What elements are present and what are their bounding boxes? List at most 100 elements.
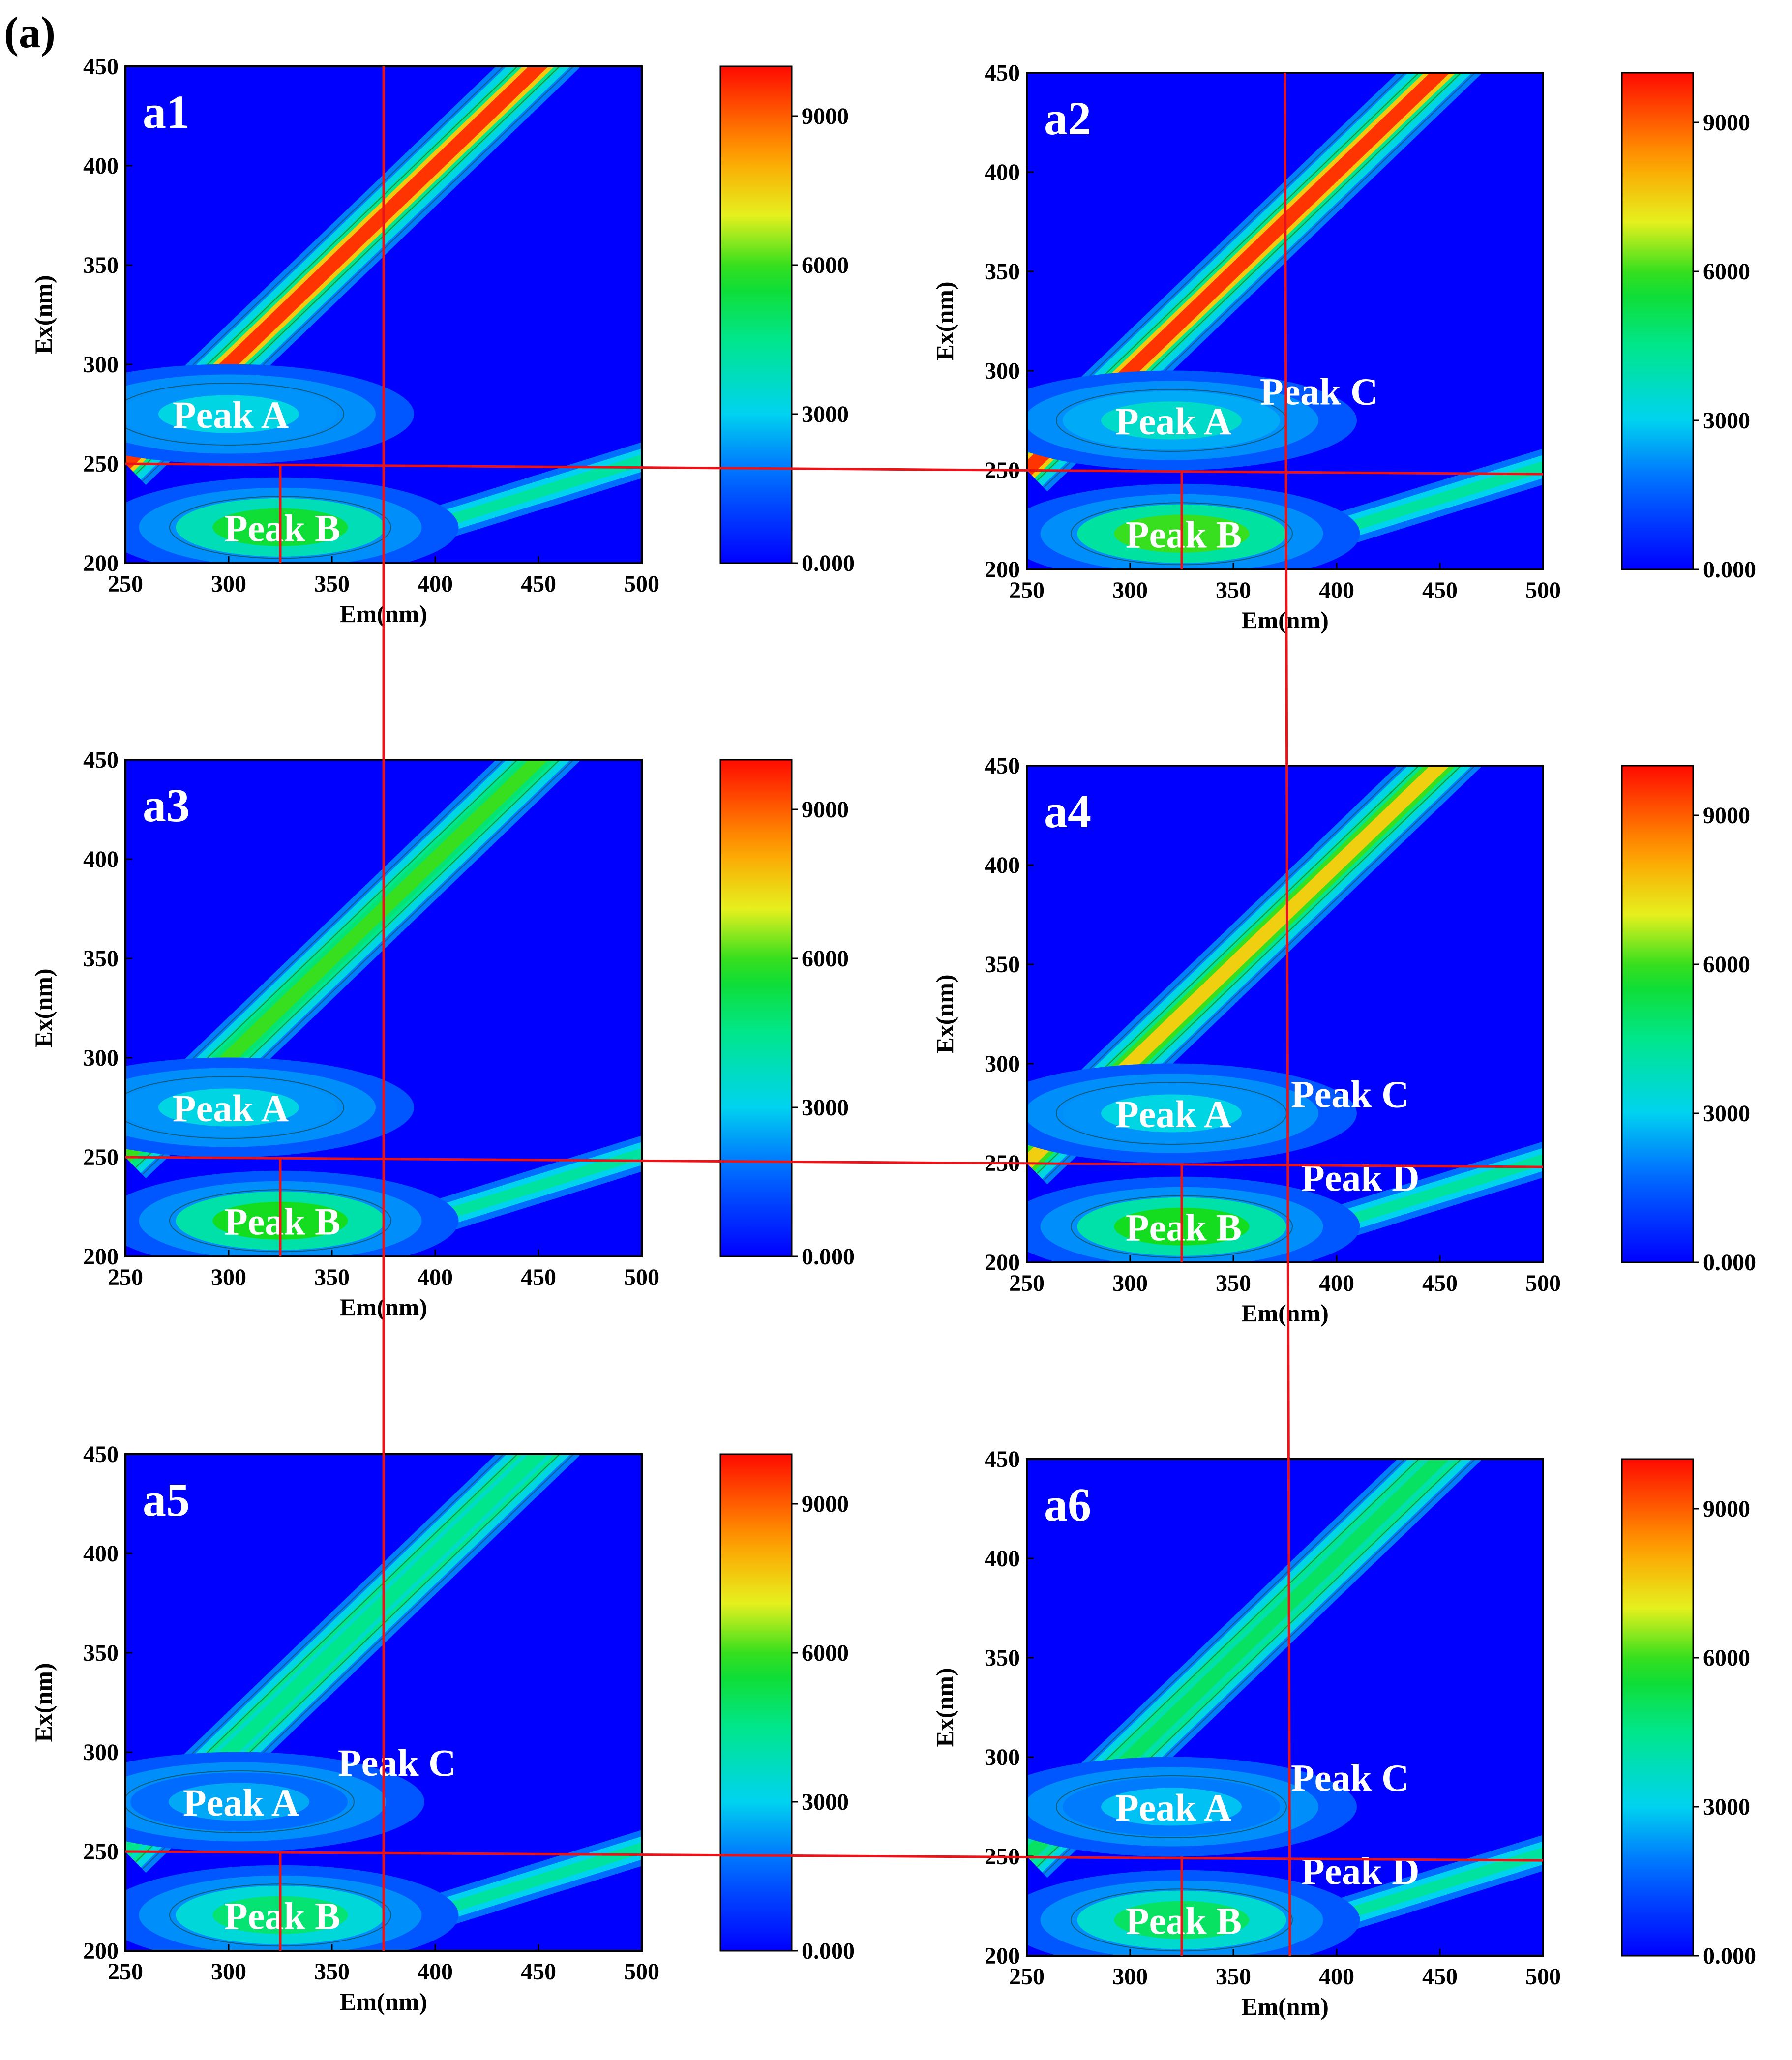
x-tick-label: 500 [624,1264,659,1290]
peak-contour [125,1076,344,1139]
x-tick-label: 300 [211,571,246,597]
colorbar-tick-label: 9000 [1703,1496,1750,1522]
y-tick-label: 400 [985,852,1020,878]
x-tick-label: 400 [418,1959,453,1985]
colorbar-tick-label: 6000 [802,946,849,972]
colorbar-tick-label: 3000 [1703,1794,1750,1820]
y-tick-label: 300 [83,352,119,378]
y-axis-label: Ex(nm) [30,1663,57,1742]
y-tick-label: 450 [83,747,119,773]
colorbar-tick-label: 0.000 [1703,1943,1756,1969]
peak-label: Peak C [1291,1073,1409,1116]
x-tick-label: 250 [108,1959,143,1985]
x-tick-label: 350 [314,1959,350,1985]
x-tick-label: 400 [418,1264,453,1290]
x-axis-label: Em(nm) [1241,606,1329,634]
x-tick-label: 300 [211,1959,246,1985]
x-tick-label: 300 [1112,1964,1148,1990]
peak-label: Peak C [338,1741,456,1784]
y-tick-label: 200 [985,1943,1020,1969]
colorbar-tick-label: 6000 [1703,1645,1750,1671]
panel-a6: Peak A Peak B Peak C Peak D a6 250 300 350 400 45… [931,1446,1756,2020]
peak-region [1101,401,1242,440]
colorbar [1621,1458,1694,1957]
y-tick-label: 200 [985,1250,1020,1276]
guide-line [125,1850,1544,1862]
x-tick-label: 450 [521,571,556,597]
x-tick-label: 350 [1216,1964,1251,1990]
panel-label: a3 [143,779,190,832]
peak-contour [125,383,344,446]
x-tick-label: 450 [521,1264,556,1290]
colorbar-tick-label: 3000 [802,401,849,427]
peak-label: Peak B [1126,1899,1242,1942]
y-tick-label: 200 [83,1938,119,1964]
y-tick-label: 350 [83,1640,119,1666]
x-tick-label: 500 [1525,577,1561,603]
x-tick-label: 250 [108,1264,143,1290]
panel-a2: Peak A Peak B Peak C a2 250 300 350 400 450 500 20… [931,60,1756,634]
x-axis-label: Em(nm) [1241,1993,1329,2020]
x-tick-label: 450 [1422,1270,1458,1296]
panel-label: a1 [143,86,190,138]
x-tick-label: 250 [1009,1270,1045,1296]
colorbar [1621,765,1694,1263]
x-tick-label: 300 [211,1264,246,1290]
plot-frame [1026,1458,1544,1957]
panel-label: a6 [1044,1478,1091,1531]
figure-label: (a) [4,8,56,57]
guide-line [1284,72,1291,1956]
peak-contour [1056,1775,1287,1838]
guide-lines [125,66,1544,1956]
peak-contour [125,1770,355,1833]
y-tick-label: 200 [83,1244,119,1270]
y-tick-label: 300 [83,1739,119,1765]
colorbar-tick-label: 6000 [802,1640,849,1666]
x-tick-label: 500 [1525,1964,1561,1990]
colorbar-tick-label: 6000 [1703,259,1750,285]
colorbar-tick-label: 3000 [1703,1101,1750,1127]
panel-label: a4 [1044,785,1091,837]
y-tick-label: 350 [985,1645,1020,1671]
y-axis-label: Ex(nm) [931,281,958,360]
y-tick-label: 300 [985,1051,1020,1077]
colorbar-tick-label: 9000 [802,103,849,129]
y-tick-label: 200 [985,557,1020,583]
colorbar-tick-label: 0.000 [802,1244,855,1270]
x-tick-label: 400 [418,571,453,597]
x-tick-label: 350 [314,1264,350,1290]
colorbar-tick-label: 0.000 [1703,1250,1756,1276]
x-tick-label: 250 [108,571,143,597]
x-tick-label: 350 [314,571,350,597]
colorbar-tick-label: 6000 [1703,952,1750,978]
panel-a5: Peak A Peak B Peak C a5 250 300 350 400 450 500 20… [30,1441,855,2015]
peak-label: Peak A [1115,1093,1231,1135]
peak-region [169,1783,309,1821]
peak-label: Peak B [224,1894,340,1937]
peak-region [1101,1788,1242,1826]
plot-area [1027,73,1543,569]
peak-label: Peak B [224,1200,340,1243]
y-tick-label: 250 [83,1839,119,1865]
peak-label: Peak B [1126,513,1242,556]
plot-area [125,760,642,1256]
x-axis-label: Em(nm) [1241,1299,1329,1327]
colorbar [719,65,793,564]
x-tick-label: 250 [1009,1964,1045,1990]
guide-line [125,462,1544,476]
x-tick-label: 350 [1216,1270,1251,1296]
y-tick-label: 350 [985,952,1020,978]
peak-region [158,1088,299,1127]
y-tick-label: 450 [985,1446,1020,1472]
peak-region [1101,1094,1242,1133]
y-tick-label: 300 [83,1045,119,1071]
peak-label: Peak A [173,1087,289,1130]
y-tick-label: 300 [985,358,1020,384]
peak-label: Peak B [224,507,340,549]
x-tick-label: 450 [1422,1964,1458,1990]
peak-region [158,395,299,433]
peak-label: Peak A [183,1781,299,1824]
